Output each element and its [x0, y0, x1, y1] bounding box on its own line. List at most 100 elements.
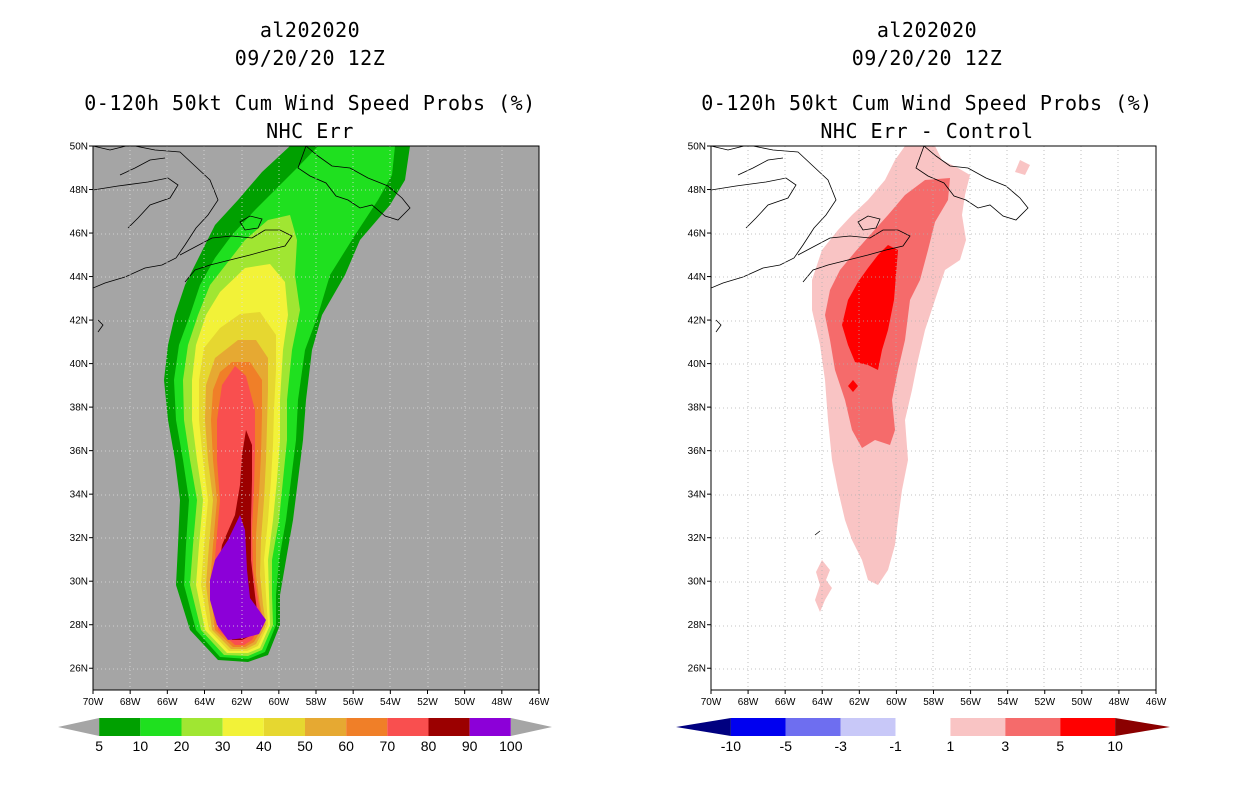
left-colorbar: 5 10 20 30 40 50 60 70 80 90 100: [58, 718, 552, 754]
lon-label: 56W: [960, 697, 981, 708]
colorbar-segment: [346, 718, 388, 736]
colorbar-label: 5: [1056, 738, 1064, 754]
lon-label: 46W: [529, 697, 550, 708]
left-coastlines: [93, 146, 411, 333]
right-subtitle: NHC Err - Control: [820, 119, 1034, 143]
colorbar-right-arrow: [510, 718, 552, 736]
left-title: 0-120h 50kt Cum Wind Speed Probs (%): [84, 91, 536, 115]
lat-label: 44N: [70, 272, 88, 283]
lat-label: 32N: [688, 533, 706, 544]
colorbar-label: 100: [499, 738, 523, 754]
left-storm-id: al202020: [259, 18, 361, 42]
colorbar-label: 60: [338, 738, 354, 754]
colorbar-label: 50: [297, 738, 313, 754]
colorbar-right-arrow: [1115, 718, 1170, 736]
lon-label: 70W: [83, 697, 104, 708]
contour-90-100: [210, 515, 266, 640]
lon-label: 60W: [269, 697, 290, 708]
lon-label: 62W: [231, 697, 252, 708]
lon-label: 68W: [120, 697, 141, 708]
colorbar-label: 20: [174, 738, 190, 754]
lon-label: 66W: [157, 697, 178, 708]
lon-label: 46W: [1146, 697, 1167, 708]
lat-label: 48N: [688, 185, 706, 196]
colorbar-segment: [387, 718, 429, 736]
lat-label: 36N: [688, 446, 706, 457]
lat-label: 42N: [70, 316, 88, 327]
lon-label: 50W: [454, 697, 475, 708]
lon-label: 54W: [997, 697, 1018, 708]
colorbar-label: 3: [1001, 738, 1009, 754]
right-title: 0-120h 50kt Cum Wind Speed Probs (%): [701, 91, 1153, 115]
colorbar-label: 90: [462, 738, 478, 754]
colorbar-segment: [305, 718, 347, 736]
lat-label: 44N: [688, 272, 706, 283]
lon-label: 56W: [343, 697, 364, 708]
lat-label: 28N: [70, 620, 88, 631]
right-gridlines: [711, 146, 1156, 690]
colorbar-label: -3: [834, 738, 847, 754]
lon-label: 66W: [775, 697, 796, 708]
lat-label: 48N: [70, 185, 88, 196]
colorbar-segment: [428, 718, 470, 736]
colorbar-segment: [222, 718, 264, 736]
colorbar-label: -1: [889, 738, 902, 754]
colorbar-left-arrow: [58, 718, 100, 736]
left-map-panel: 50N 48N 46N 44N 42N 40N 38N 36N 34N 32N 30N 28N 26N 7…: [70, 142, 550, 709]
diff-contour-5-10-spot: [848, 380, 858, 392]
lon-label: 48W: [492, 697, 513, 708]
left-subtitle: NHC Err: [266, 119, 354, 143]
lon-label: 58W: [923, 697, 944, 708]
lat-label: 32N: [70, 533, 88, 544]
colorbar-label: -5: [780, 738, 793, 754]
lon-label: 52W: [1034, 697, 1055, 708]
lat-label: 36N: [70, 446, 88, 457]
colorbar-left-arrow: [676, 718, 731, 736]
colorbar-segment: [895, 718, 951, 736]
lon-label: 64W: [194, 697, 215, 708]
lon-label: 50W: [1072, 697, 1093, 708]
right-date: 09/20/20 12Z: [851, 46, 1003, 70]
colorbar-segment: [785, 718, 841, 736]
lat-label: 46N: [70, 229, 88, 240]
right-colorbar: -10 -5 -3 -1 1 3 5 10: [676, 718, 1170, 754]
colorbar-label: 70: [380, 738, 396, 754]
diff-contour-5-10: [842, 245, 898, 370]
colorbar-label: 40: [256, 738, 272, 754]
lat-label: 26N: [688, 664, 706, 675]
lon-label: 68W: [738, 697, 759, 708]
lon-label: 52W: [417, 697, 438, 708]
colorbar-segment: [469, 718, 511, 736]
right-coastlines: [711, 146, 1029, 536]
lat-label: 30N: [70, 577, 88, 588]
colorbar-segment: [181, 718, 223, 736]
right-difference-contours: [711, 146, 1156, 690]
right-map-panel: 50N 48N 46N 44N 42N 40N 38N 36N 34N 32N 30N 28N 26N 7…: [688, 142, 1167, 709]
lat-label: 50N: [688, 142, 706, 153]
colorbar-label: 10: [1107, 738, 1123, 754]
lat-label: 26N: [70, 664, 88, 675]
colorbar-segment: [840, 718, 896, 736]
lat-label: 34N: [70, 490, 88, 501]
colorbar-segment: [1005, 718, 1061, 736]
lat-label: 34N: [688, 490, 706, 501]
lon-label: 48W: [1109, 697, 1130, 708]
colorbar-label: 30: [215, 738, 231, 754]
colorbar-segment: [730, 718, 786, 736]
colorbar-segment: [263, 718, 305, 736]
lat-label: 38N: [70, 403, 88, 414]
left-gridlines: [93, 146, 539, 690]
colorbar-segment: [950, 718, 1006, 736]
colorbar-segment: [99, 718, 141, 736]
colorbar-label: 1: [947, 738, 955, 754]
left-date: 09/20/20 12Z: [234, 46, 386, 70]
lon-label: 70W: [701, 697, 722, 708]
colorbar-label: 80: [421, 738, 437, 754]
lat-label: 40N: [688, 359, 706, 370]
colorbar-segment: [1060, 718, 1116, 736]
lat-label: 40N: [70, 359, 88, 370]
left-map-axes: 50N 48N 46N 44N 42N 40N 38N 36N 34N 32N 30N 28N 26N 7…: [70, 142, 550, 709]
colorbar-label: -10: [721, 738, 741, 754]
lat-label: 50N: [70, 142, 88, 153]
